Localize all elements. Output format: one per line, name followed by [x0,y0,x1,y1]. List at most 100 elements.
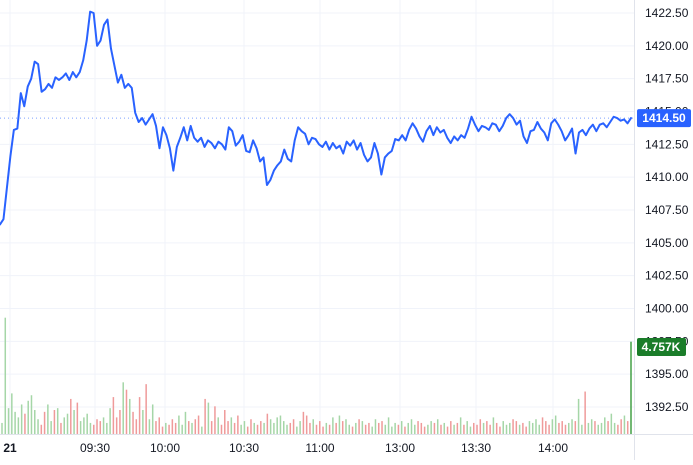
volume-bar [184,411,187,434]
volume-bar [286,424,288,434]
volume-bar [433,422,436,434]
volume-bar [263,422,265,434]
volume-bar [590,419,593,434]
volume-bar [106,422,108,434]
volume-bar [227,421,229,434]
volume-bar [102,417,105,434]
volume-bar [207,402,210,434]
volume-bar [174,422,177,434]
volume-bar [63,417,65,434]
volume-bar [361,421,364,434]
volume-bar [178,415,180,434]
volume-bar [37,419,39,434]
volume-bar [607,421,609,434]
volume-bar [204,398,206,434]
time-tick-label: 21 [3,441,17,455]
volume-bar [476,424,478,434]
volume-bar [30,395,33,434]
volume-bar [70,398,72,434]
volume-bar [269,419,272,434]
volume-bar [541,417,544,434]
volume-bar [414,424,416,434]
volume-bar [545,421,547,434]
price-line [0,10,632,226]
volume-bar [214,406,216,434]
price-tick-label: 1410.00 [645,170,689,184]
volume-bar [40,424,43,434]
volume-bar [237,415,239,434]
volume-bar [66,413,69,434]
volume-bar [548,424,550,434]
volume-bar [125,389,128,434]
volume-bar [564,424,567,434]
volume-bar [325,422,328,434]
volume-bar [99,421,102,434]
volume-bar [79,421,82,434]
volume-bar [630,341,632,434]
volume-bar [132,411,134,434]
volume-bar [440,424,442,434]
volume-bars [1,317,632,434]
volume-bar [473,422,475,434]
volume-bar [250,419,252,434]
volume-bar [253,422,256,434]
volume-bar [417,421,419,434]
volume-bar [574,421,577,434]
volume-bar [243,421,246,434]
volume-bar [391,426,393,434]
time-tick-label: 11:00 [305,441,334,455]
volume-bar [450,421,452,434]
volume-bar [430,421,432,434]
volume-bar [371,426,373,434]
volume-bar [584,391,586,434]
volume-bar [587,422,590,434]
volume-bar [358,419,360,434]
volume-bar [165,422,167,434]
volume-bar [266,413,269,434]
volume-bar [148,419,151,434]
volume-bar [256,424,259,434]
volume-bar [577,398,580,434]
volume-bar [355,422,357,434]
volume-bar [201,426,203,434]
volume-bar [374,419,377,434]
volume-bar [83,417,85,434]
axis-badges: 1414.50 4.757K [637,109,691,356]
volume-bar [276,417,278,434]
volume-bar [296,426,298,434]
volume-bar [89,422,92,434]
volume-bar [292,419,295,434]
volume-bar [558,422,560,434]
volume-bar [613,422,616,434]
volume-bar [217,417,219,434]
volume-bar [459,417,462,434]
volume-bar [17,417,20,434]
volume-bar [377,422,380,434]
volume-bar [384,424,387,434]
volume-bar [315,424,318,434]
volume-bar [436,419,439,434]
volume-bar [34,410,36,434]
volume-bar [456,422,459,434]
volume-bar [171,419,174,434]
volume-bar [240,424,242,434]
volume-bar [364,424,367,434]
volume-bar [338,415,341,434]
volume-bar [512,419,514,434]
volume-bar [319,421,321,434]
volume-bar [181,424,183,434]
volume-bar [309,422,311,434]
volume-bar [528,421,531,434]
volume-bar [230,417,233,434]
volume-bar [466,421,468,434]
volume-bar [620,419,622,434]
volume-bar [554,415,557,434]
price-tick-label: 1405.00 [645,236,689,250]
volume-bar [482,422,485,434]
volume-bar [581,424,583,434]
volume-bar [158,417,160,434]
volume-bar [505,424,508,434]
time-tick-label: 09:30 [80,441,110,455]
